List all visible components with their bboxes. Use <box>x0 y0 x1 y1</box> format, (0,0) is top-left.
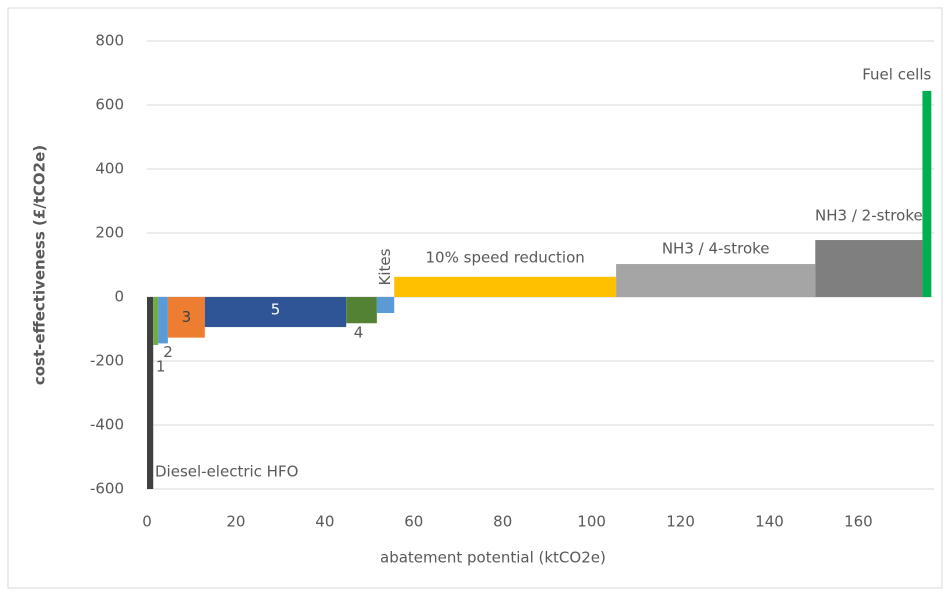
y-tick-label: -200 <box>90 352 124 370</box>
bar-label: Diesel-electric HFO <box>155 463 298 481</box>
bar-label: 3 <box>182 308 192 326</box>
x-tick-label: 140 <box>755 513 784 531</box>
y-tick-label: -600 <box>90 480 124 498</box>
bar <box>204 297 347 328</box>
bar-label: NH3 / 2-stroke <box>815 207 923 225</box>
x-axis-title: abatement potential (ktCO2e) <box>380 549 606 567</box>
bar <box>346 297 377 324</box>
y-tick-label: 800 <box>95 32 124 50</box>
bar-label: 4 <box>354 324 364 342</box>
bar <box>394 276 617 297</box>
bar <box>147 297 154 489</box>
x-tick-label: 60 <box>404 513 423 531</box>
x-tick-label: 40 <box>315 513 334 531</box>
x-tick-label: 80 <box>493 513 512 531</box>
x-tick-label: 20 <box>226 513 245 531</box>
bar <box>153 297 159 345</box>
x-tick-label: 0 <box>142 513 152 531</box>
bar-label: Kites <box>376 248 394 285</box>
bar-label: 5 <box>271 301 281 319</box>
bar-label: 2 <box>163 343 173 361</box>
y-axis-title: cost-effectiveness (£/tCO2e) <box>31 145 49 385</box>
bar <box>815 240 923 297</box>
bar-label: 1 <box>156 358 166 376</box>
bar-label: 10% speed reduction <box>426 248 585 266</box>
bar <box>616 264 816 297</box>
y-tick-label: 400 <box>95 160 124 178</box>
bar <box>376 297 395 313</box>
bar-label: Fuel cells <box>862 65 931 83</box>
y-tick-label: -400 <box>90 416 124 434</box>
y-tick-label: 200 <box>95 224 124 242</box>
y-tick-label: 0 <box>114 288 124 306</box>
x-tick-label: 100 <box>577 513 606 531</box>
bar <box>167 297 205 338</box>
bar-label: NH3 / 4-stroke <box>662 240 770 258</box>
bar <box>922 90 932 297</box>
bar <box>158 297 168 344</box>
x-tick-label: 120 <box>666 513 695 531</box>
y-tick-label: 600 <box>95 96 124 114</box>
x-tick-label: 160 <box>844 513 873 531</box>
